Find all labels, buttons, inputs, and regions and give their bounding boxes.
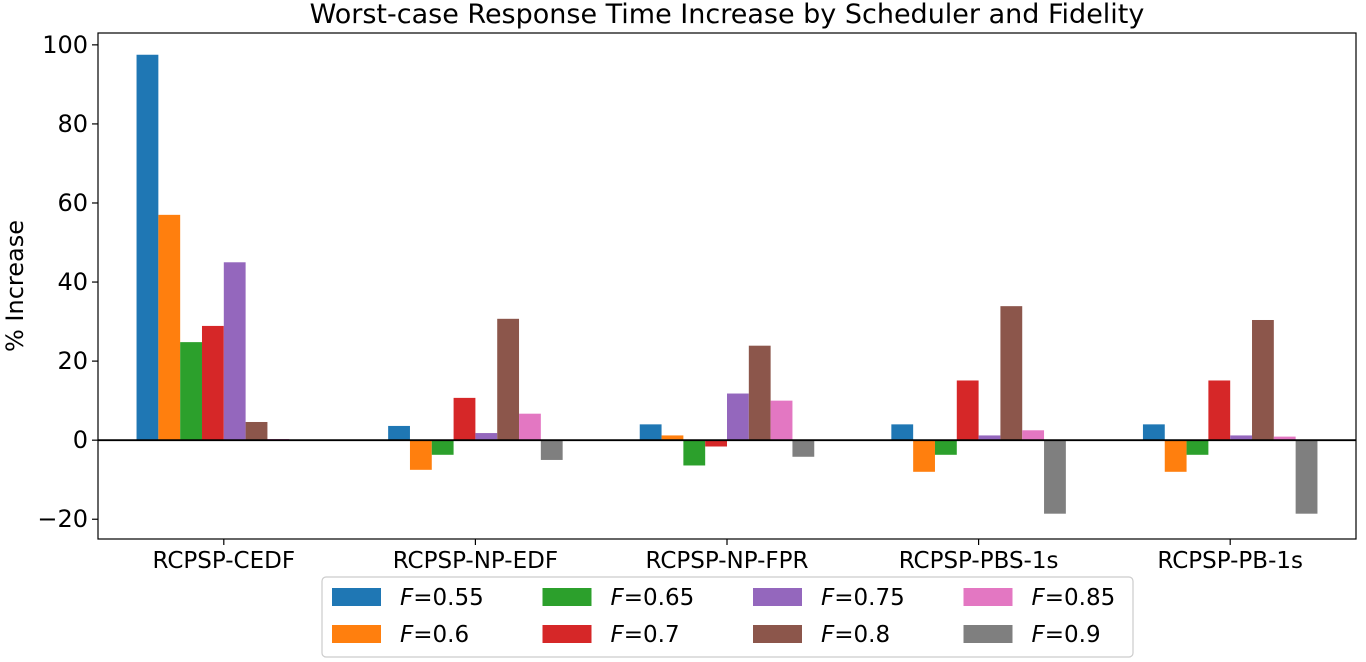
y-axis-label: % Increase [1, 220, 29, 352]
y-tick-label: 40 [57, 268, 88, 296]
bar [639, 424, 662, 441]
bar [1252, 319, 1274, 441]
x-tick-label: RCPSP-NP-EDF [393, 548, 558, 574]
bar [1164, 440, 1187, 472]
legend-label: F=0.65 [611, 585, 695, 611]
bar [180, 342, 202, 441]
bar [136, 54, 159, 441]
bar [431, 440, 454, 455]
bar [1208, 380, 1231, 441]
bar [1022, 430, 1045, 441]
bar [683, 440, 706, 466]
bar [978, 435, 1001, 441]
legend: F=0.55 F=0.6 F=0.65 F=0.7 F=0.75 F=0.8 F=0.85 F… [321, 576, 1134, 658]
bar [497, 318, 520, 441]
legend-swatch [542, 625, 592, 643]
legend-swatch [753, 588, 802, 606]
bar [1142, 424, 1165, 441]
legend-swatch [963, 588, 1013, 606]
legend-swatch [963, 625, 1013, 643]
bar [1295, 440, 1318, 514]
bar [1000, 306, 1023, 441]
bar [727, 393, 749, 441]
bar [1230, 435, 1253, 441]
bar [770, 400, 793, 441]
x-tick-label: RCPSP-CEDF [153, 548, 296, 574]
bar [1186, 440, 1209, 455]
legend-label: F=0.8 [821, 622, 890, 648]
bar [1273, 436, 1296, 441]
legend-label: F=0.7 [611, 622, 680, 648]
bar [934, 440, 957, 455]
bar [519, 413, 541, 441]
bar [223, 262, 246, 441]
bar [453, 397, 476, 441]
bar [409, 440, 432, 470]
bar [661, 435, 684, 441]
x-tick-label: RCPSP-PB-1s [1157, 548, 1303, 574]
legend-swatch [542, 588, 592, 606]
legend-label: F=0.75 [821, 585, 905, 611]
y-tick-label: −20 [37, 505, 88, 533]
bar [792, 440, 815, 457]
bar [475, 433, 498, 441]
bar [913, 440, 935, 472]
legend-label: F=0.85 [1032, 585, 1116, 611]
y-tick-label: 20 [57, 347, 88, 375]
bar [201, 325, 224, 441]
y-tick-label: 80 [57, 110, 88, 138]
x-tick-label: RCPSP-NP-FPR [646, 548, 809, 574]
plot-area: −20 0 20 40 60 80 100 RCPSP-CEDF RCPSP-NP-EDF RCP… [37, 31, 1357, 574]
bar [891, 424, 914, 441]
bar [388, 425, 410, 441]
x-tick-label: RCPSP-PBS-1s [899, 548, 1059, 574]
legend-label: F=0.9 [1032, 622, 1101, 648]
legend-box [321, 576, 1134, 658]
chart-title: Worst-case Response Time Increase by Sch… [310, 0, 1145, 30]
bar [540, 440, 563, 460]
y-tick-label: 100 [42, 31, 88, 59]
y-tick-label: 0 [73, 426, 88, 454]
legend-swatch [332, 625, 381, 643]
legend-label: F=0.55 [400, 585, 484, 611]
legend-label: F=0.6 [400, 622, 469, 648]
bar [705, 440, 727, 447]
bar [1044, 440, 1066, 514]
bar [158, 214, 181, 441]
bar [748, 345, 771, 441]
y-tick-label: 60 [57, 189, 88, 217]
bar [956, 380, 979, 441]
bar [245, 421, 268, 441]
legend-swatch [332, 588, 381, 606]
legend-swatch [753, 625, 802, 643]
